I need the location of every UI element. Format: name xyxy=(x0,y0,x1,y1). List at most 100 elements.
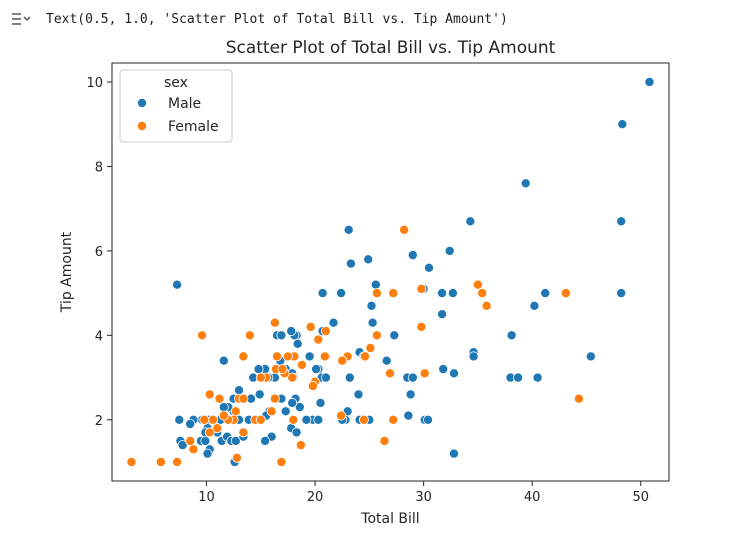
female-point xyxy=(573,393,584,404)
female-point xyxy=(416,283,427,294)
female-point xyxy=(295,440,306,451)
x-tick-label: 40 xyxy=(524,490,541,505)
female-point xyxy=(419,368,430,379)
female-point xyxy=(238,351,249,362)
legend-label-male: Male xyxy=(168,96,201,112)
female-point xyxy=(319,351,330,362)
female-point xyxy=(337,355,348,366)
male-point xyxy=(336,288,347,299)
male-point xyxy=(260,435,271,446)
male-point xyxy=(276,330,287,341)
male-point xyxy=(616,288,627,299)
male-point xyxy=(317,288,328,299)
male-point xyxy=(311,364,322,375)
female-point xyxy=(271,351,282,362)
female-point xyxy=(204,389,215,400)
x-tick-label: 10 xyxy=(198,490,215,505)
male-point xyxy=(253,364,264,375)
legend-title: sex xyxy=(164,75,188,91)
male-point xyxy=(448,448,459,459)
male-point xyxy=(320,372,331,383)
female-point xyxy=(399,224,410,235)
male-point xyxy=(520,178,531,189)
male-point xyxy=(313,414,324,425)
male-point xyxy=(405,389,416,400)
female-point xyxy=(126,456,137,467)
female-point xyxy=(218,410,229,421)
male-point xyxy=(344,372,355,383)
female-point xyxy=(269,317,280,328)
female-point xyxy=(238,393,249,404)
male-point xyxy=(345,258,356,269)
scatter-chart: 10 20 30 40 50 2 4 6 8 10 Scatter Plot of Total B… xyxy=(59,38,670,527)
female-point xyxy=(266,406,277,417)
female-point xyxy=(336,410,347,421)
female-point xyxy=(269,393,280,404)
x-tick-label: 50 xyxy=(632,490,649,505)
male-point xyxy=(230,435,241,446)
y-tick-label: 6 xyxy=(95,245,103,260)
y-tick-label: 10 xyxy=(86,76,103,91)
male-point xyxy=(381,355,392,366)
female-point xyxy=(313,334,324,345)
male-point xyxy=(389,330,400,341)
male-point xyxy=(616,216,627,227)
legend: sex Male Female xyxy=(119,69,233,143)
y-tick-label: 8 xyxy=(95,160,103,175)
female-point xyxy=(416,321,427,332)
male-point xyxy=(177,440,188,451)
y-tick-label: 2 xyxy=(95,414,103,429)
male-point xyxy=(438,364,449,375)
x-tick-label: 30 xyxy=(415,490,432,505)
male-point xyxy=(422,414,433,425)
female-point xyxy=(560,288,571,299)
output-toggle-icon[interactable] xyxy=(8,9,34,29)
output-text: Text(0.5, 1.0, 'Scatter Plot of Total Bi… xyxy=(46,11,508,27)
legend-box xyxy=(119,69,233,143)
male-point xyxy=(444,245,455,256)
male-point xyxy=(513,372,524,383)
chart-marks-layer xyxy=(126,77,655,467)
male-point xyxy=(423,262,434,273)
legend-marker-female xyxy=(136,121,147,132)
male-point xyxy=(437,309,448,320)
legend-marker-male xyxy=(136,98,147,109)
female-point xyxy=(188,444,199,455)
male-point xyxy=(540,288,551,299)
male-point xyxy=(202,448,213,459)
female-point xyxy=(155,456,166,467)
male-point xyxy=(370,279,381,290)
female-point xyxy=(371,330,382,341)
female-point xyxy=(214,393,225,404)
female-point xyxy=(230,406,241,417)
chart-title: Scatter Plot of Total Bill vs. Tip Amoun… xyxy=(226,38,556,58)
female-point xyxy=(288,414,299,425)
female-point xyxy=(384,368,395,379)
female-point xyxy=(307,380,318,391)
male-point xyxy=(291,427,302,438)
x-axis-label: Total Bill xyxy=(360,511,419,527)
female-point xyxy=(231,452,242,463)
male-point xyxy=(315,397,326,408)
male-point xyxy=(447,288,458,299)
male-point xyxy=(292,338,303,349)
male-point xyxy=(532,372,543,383)
female-point xyxy=(172,456,183,467)
male-point xyxy=(287,397,298,408)
female-point xyxy=(276,456,287,467)
male-point xyxy=(233,385,244,396)
female-point xyxy=(481,300,492,311)
male-point xyxy=(280,406,291,417)
female-point xyxy=(477,288,488,299)
male-point xyxy=(353,389,364,400)
y-axis-label: Tip Amount xyxy=(59,231,75,313)
female-point xyxy=(388,414,399,425)
male-point xyxy=(286,326,297,337)
female-point xyxy=(359,351,370,362)
male-point xyxy=(468,351,479,362)
female-point xyxy=(197,330,208,341)
male-point xyxy=(254,389,265,400)
male-point xyxy=(363,254,374,265)
male-point xyxy=(200,435,211,446)
male-point xyxy=(407,250,418,261)
